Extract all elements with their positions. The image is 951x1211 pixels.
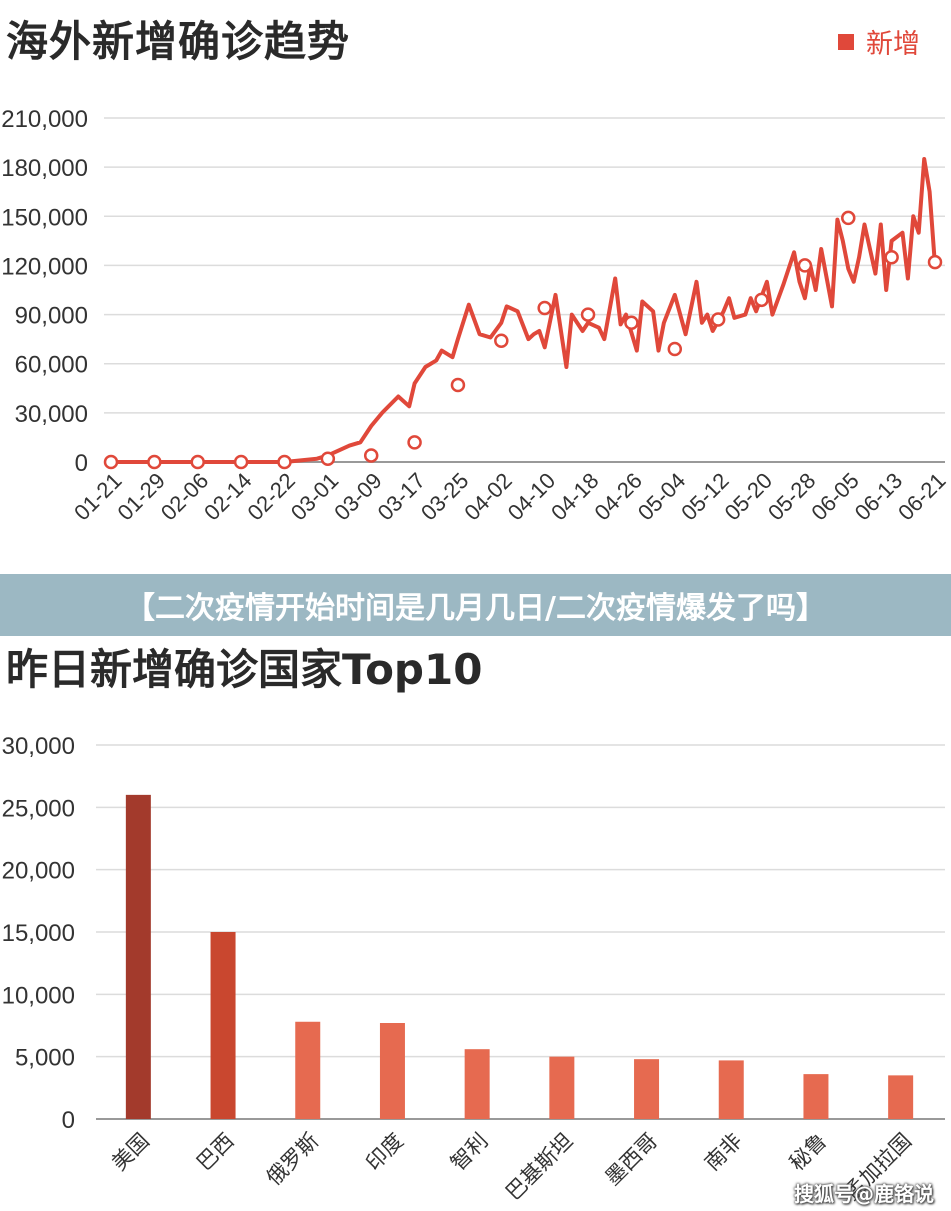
watermark-text: 搜狐号@鹿铬说 — [794, 1182, 934, 1206]
trend-line-chart: 0 30,000 60,000 90,000 120,000 150,000 180,000… — [1, 106, 950, 525]
y-tick-label: 210,000 — [1, 106, 88, 133]
bar-巴基斯坦 — [549, 1056, 575, 1119]
data-point — [884, 249, 899, 265]
y-tick-label: 60,000 — [15, 352, 88, 379]
y-tick-label: 5,000 — [15, 1045, 75, 1072]
bar-巴西 — [210, 932, 236, 1119]
bar-墨西哥 — [634, 1059, 660, 1119]
y-tick-label: 0 — [62, 1107, 75, 1134]
data-point — [754, 292, 769, 308]
y-tick-label: 90,000 — [15, 303, 88, 330]
trend-chart-legend: 新增 — [838, 22, 920, 61]
data-point — [580, 307, 596, 322]
data-point — [190, 454, 205, 470]
bar-俄罗斯 — [295, 1021, 321, 1119]
data-point — [841, 210, 856, 226]
data-point — [450, 377, 466, 393]
x-tick-label: 俄罗斯 — [262, 1129, 323, 1190]
data-point — [537, 300, 552, 316]
y-tick-label: 120,000 — [1, 253, 88, 280]
data-point — [103, 454, 119, 470]
x-tick-label: 美国 — [108, 1129, 154, 1175]
data-point — [277, 454, 292, 470]
data-point — [407, 435, 422, 450]
y-tick-label: 25,000 — [2, 795, 75, 822]
y-tick-label: 20,000 — [2, 858, 75, 885]
data-point — [624, 315, 639, 331]
legend-label: 新增 — [866, 29, 920, 60]
x-tick-label: 巴西 — [193, 1129, 239, 1175]
data-point — [147, 454, 162, 470]
x-tick-label: 南非 — [701, 1129, 747, 1175]
trend-chart-title: 海外新增确诊趋势 — [6, 17, 351, 66]
data-point — [797, 258, 813, 273]
x-tick-label: 秘鲁 — [786, 1129, 832, 1175]
y-tick-label: 10,000 — [2, 982, 75, 1009]
x-tick-label: 墨西哥 — [601, 1129, 662, 1190]
y-tick-label: 15,000 — [2, 920, 75, 947]
x-tick-label: 巴基斯坦 — [502, 1129, 578, 1205]
y-tick-label: 30,000 — [2, 733, 75, 760]
y-tick-label: 180,000 — [1, 155, 88, 182]
data-point — [927, 254, 943, 270]
data-point — [494, 333, 509, 349]
data-point — [233, 454, 249, 470]
y-tick-label: 150,000 — [1, 204, 88, 231]
legend-swatch — [838, 33, 854, 50]
bar-美国 — [125, 794, 151, 1119]
y-tick-label: 0 — [75, 450, 88, 477]
x-tick-label: 智利 — [447, 1129, 493, 1175]
data-point — [363, 448, 379, 463]
x-tick-label: 印度 — [362, 1129, 408, 1175]
y-tick-label: 30,000 — [15, 401, 88, 428]
data-point — [710, 312, 726, 327]
headline-text: 【二次疫情开始时间是几月几日/二次疫情爆发了吗】 — [125, 591, 826, 626]
data-point — [667, 341, 683, 357]
series-line-新增 — [109, 157, 937, 464]
bar-秘鲁 — [803, 1074, 829, 1119]
data-point — [320, 451, 336, 466]
bar-南非 — [718, 1060, 744, 1119]
bar-chart-title: 昨日新增确诊国家Top10 — [6, 645, 483, 694]
bar-印度 — [379, 1023, 405, 1119]
bar-智利 — [464, 1049, 490, 1119]
headline-banner: 【二次疫情开始时间是几月几日/二次疫情爆发了吗】 — [0, 574, 951, 636]
bar-孟加拉国 — [888, 1075, 914, 1119]
